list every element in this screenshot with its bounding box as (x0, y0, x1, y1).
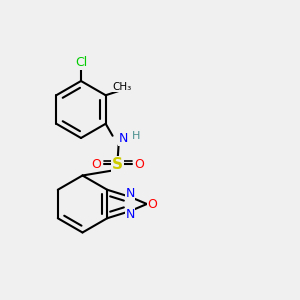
Text: N: N (125, 187, 135, 200)
Text: S: S (112, 157, 123, 172)
Text: N: N (119, 132, 128, 145)
Text: N: N (125, 208, 135, 221)
Text: O: O (135, 158, 145, 171)
Text: O: O (147, 197, 157, 211)
Text: O: O (91, 158, 101, 171)
Text: H: H (132, 131, 140, 141)
Text: CH₃: CH₃ (112, 82, 131, 92)
Text: Cl: Cl (75, 56, 87, 69)
